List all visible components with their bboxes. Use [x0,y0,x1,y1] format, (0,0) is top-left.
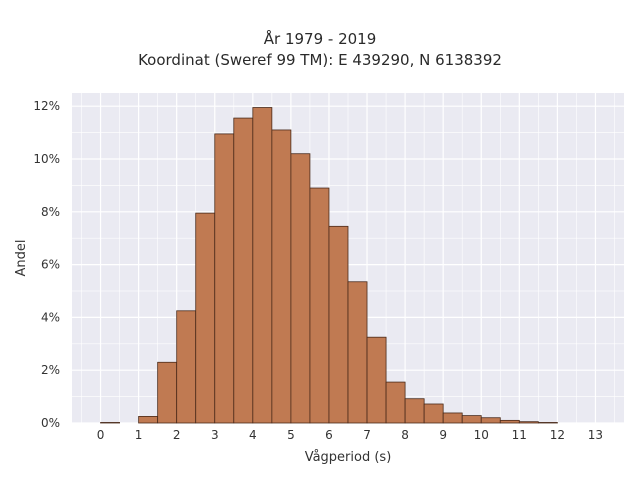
histogram-bar [347,281,368,424]
x-tick-label: 12 [550,428,565,442]
y-axis-label: Andel [14,240,29,277]
y-tick-label: 10% [33,152,60,166]
x-axis-label: Vågperiod (s) [305,450,392,465]
histogram-bar [100,422,120,424]
histogram-bar [537,422,558,424]
x-tick-label: 11 [512,428,527,442]
y-tick-label: 8% [41,205,60,219]
histogram-bar [328,225,349,424]
histogram-bar [290,153,311,424]
y-tick-label: 0% [41,416,60,430]
histogram-bar [233,117,254,424]
x-tick-label: 6 [325,428,333,442]
histogram-bar [138,415,159,424]
histogram-bar [252,107,273,424]
histogram-bar [214,133,235,424]
histogram-bar [157,361,178,424]
histogram-bar [385,381,406,424]
y-tick-label: 6% [41,258,60,272]
chart-title-line-1: År 1979 - 2019 [263,30,377,48]
histogram-bar [404,398,425,424]
histogram-bar [442,412,463,424]
x-tick-label: 1 [135,428,143,442]
x-tick-label: 2 [173,428,181,442]
histogram-bar [271,129,292,424]
x-tick-label: 10 [474,428,489,442]
histogram-bar [461,415,482,424]
x-tick-label: 5 [287,428,295,442]
histogram-bar [176,310,197,424]
x-tick-label: 13 [588,428,603,442]
y-tick-label: 12% [33,99,60,113]
histogram-bar [499,419,520,424]
histogram-bar [423,403,444,424]
histogram-bar [518,421,539,424]
y-tick-label: 4% [41,310,60,324]
x-tick-label: 8 [401,428,409,442]
x-tick-label: 3 [211,428,219,442]
histogram-bar [195,212,216,424]
x-tick-label: 9 [439,428,447,442]
x-tick-label: 4 [249,428,257,442]
tick-labels: 0 1 2 3 4 5 6 7 8 9 10 11 12 130%2%4%6%8%10%12% [33,99,603,442]
histogram-bar [309,187,330,424]
histogram-bar [480,417,501,424]
x-tick-label: 0 [97,428,105,442]
x-tick-label: 7 [363,428,371,442]
histogram-bar [366,336,387,424]
bars [100,107,558,424]
y-tick-label: 2% [41,363,60,377]
chart-title-line-2: Koordinat (Sweref 99 TM): E 439290, N 61… [138,51,502,69]
